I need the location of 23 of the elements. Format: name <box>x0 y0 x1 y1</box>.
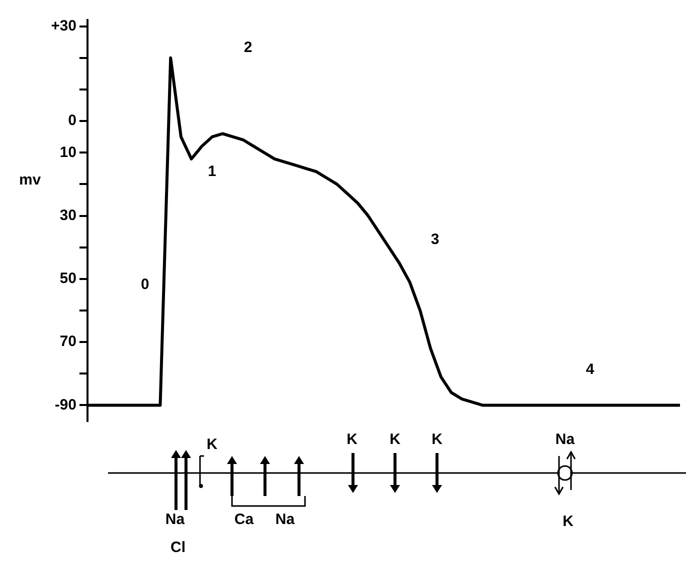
y-tick-label: 70 <box>60 333 76 350</box>
y-tick-label: 10 <box>60 144 76 161</box>
text: Ca <box>234 511 254 528</box>
annotation: 1 <box>208 163 216 180</box>
y-tick-label: 0 <box>68 112 76 130</box>
annotation: 2 <box>244 39 252 56</box>
annotation: 3 <box>430 231 440 248</box>
text: K <box>562 513 574 530</box>
text: K <box>390 431 400 448</box>
text: Cl <box>170 539 186 556</box>
y-tick-label: 30 <box>60 206 76 224</box>
text: Na <box>165 511 185 528</box>
text: Na <box>555 431 575 448</box>
y-tick-label: 50 <box>60 270 76 288</box>
y-tick-label: +30 <box>50 17 76 34</box>
y-tick-label: -90 <box>54 396 76 414</box>
text: K <box>206 436 218 453</box>
annotation: 4 <box>586 361 595 378</box>
text: Na <box>275 511 295 528</box>
y-axis-title: mv <box>19 172 42 189</box>
annotation: 0 <box>140 276 150 294</box>
text: K <box>432 431 442 448</box>
text: K <box>346 431 358 448</box>
